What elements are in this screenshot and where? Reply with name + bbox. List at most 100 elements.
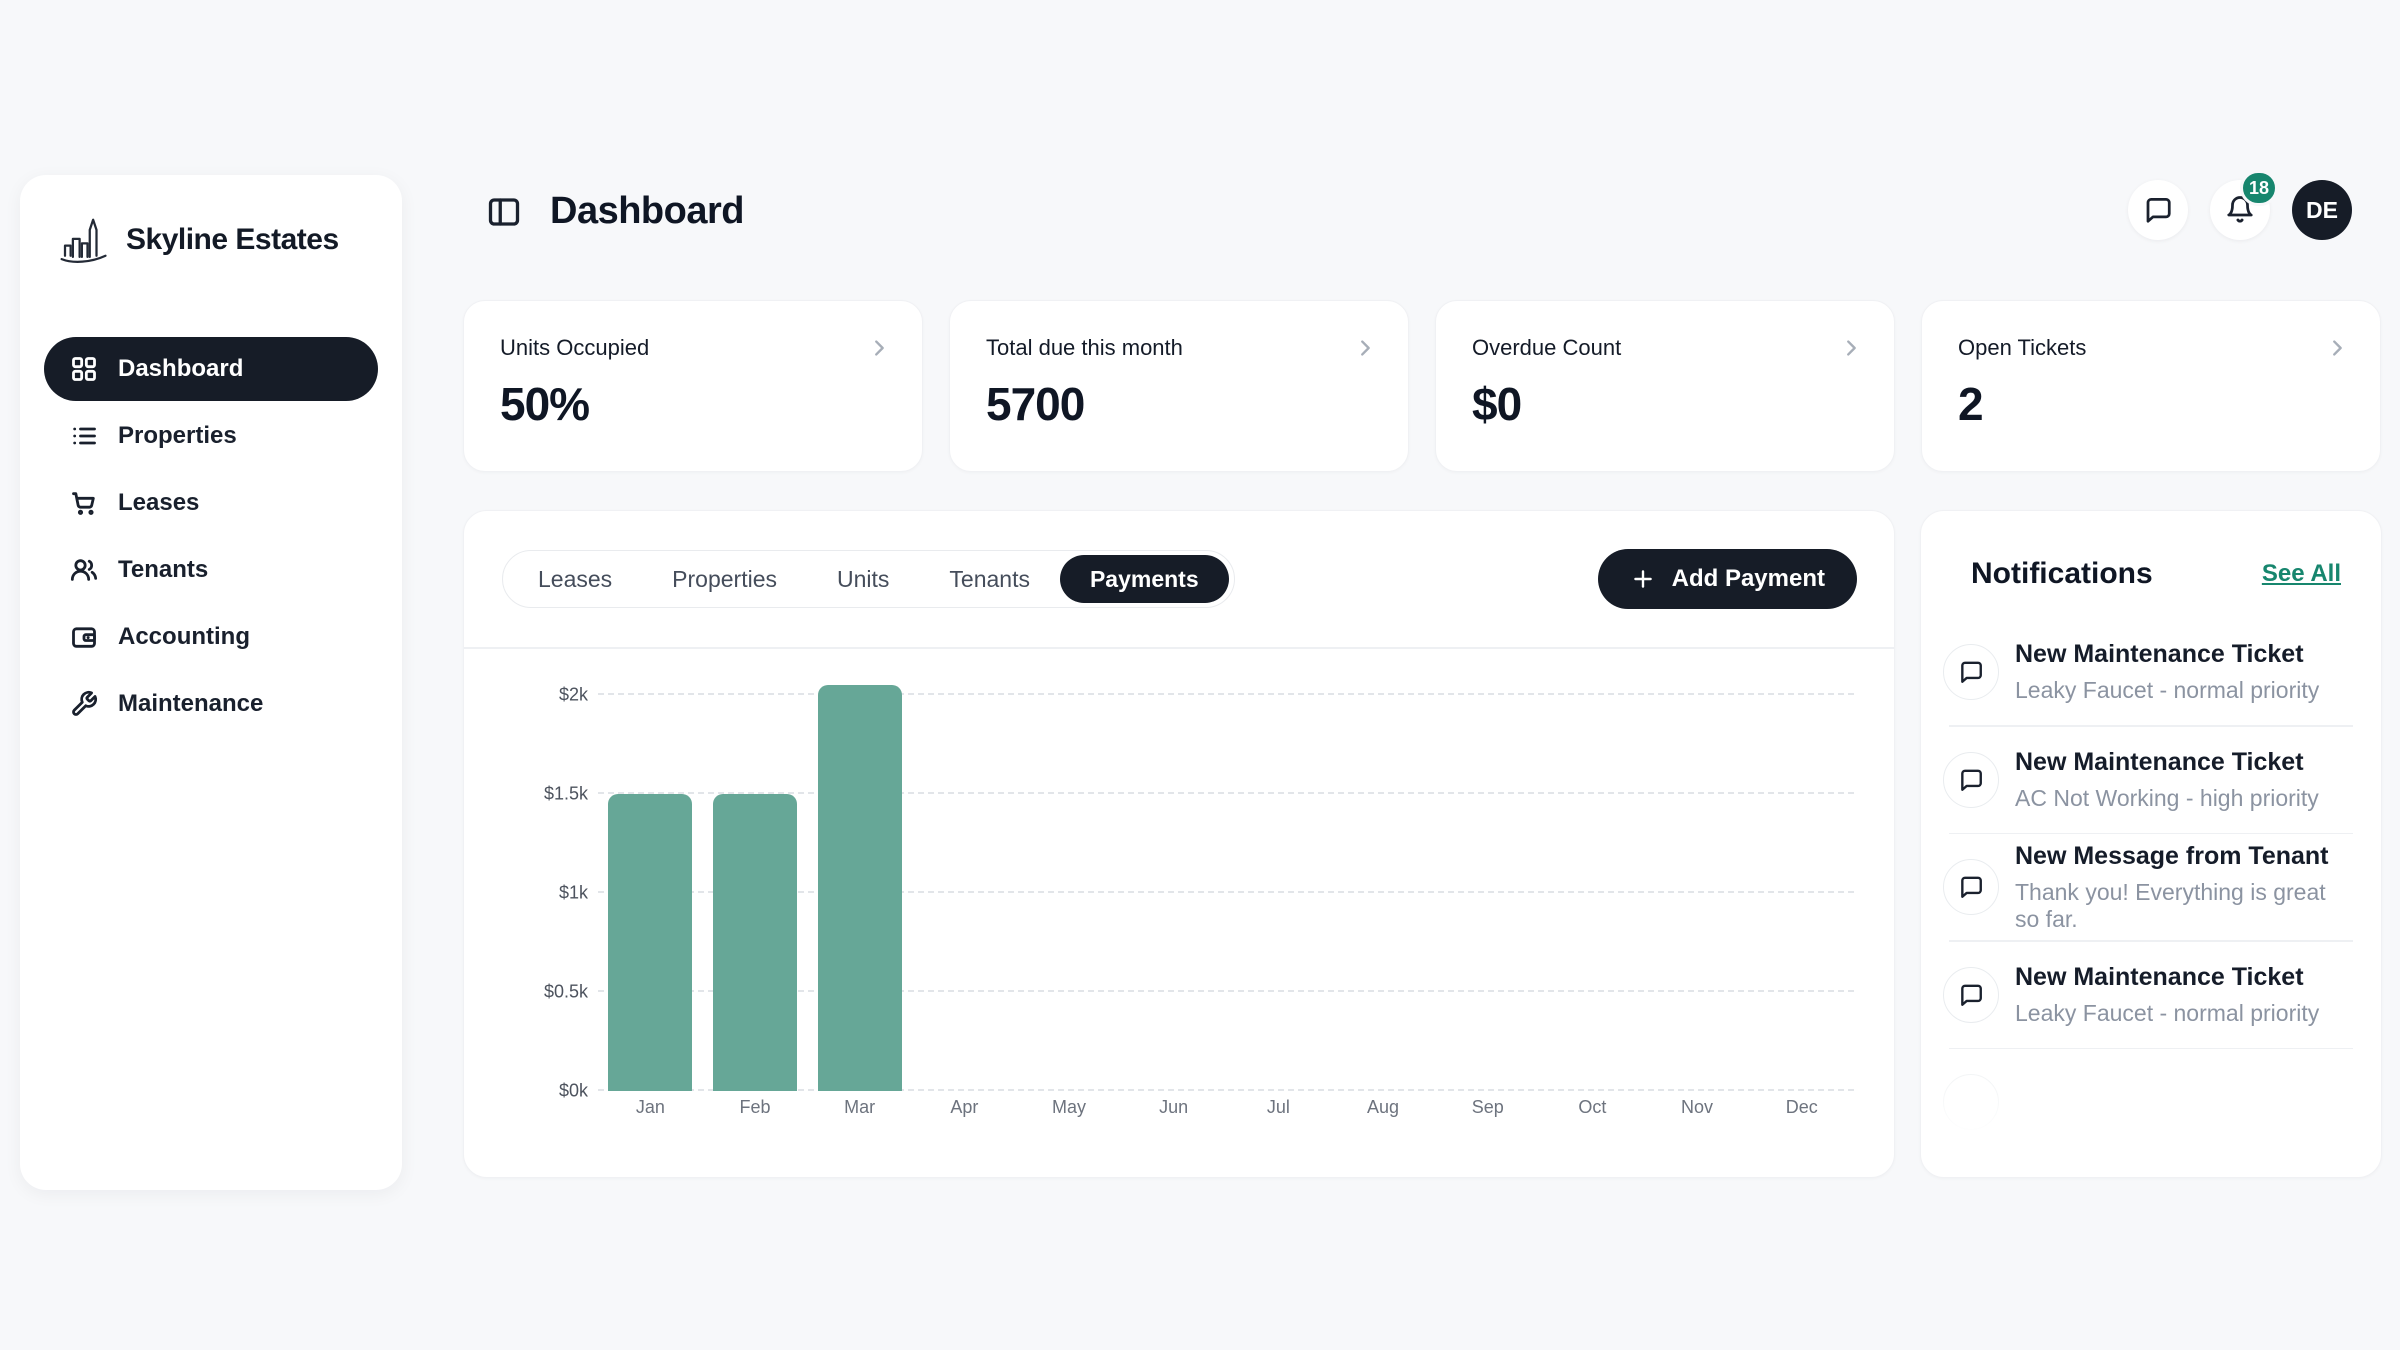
sidebar-item-tenants[interactable]: Tenants (44, 538, 378, 602)
sidebar-item-leases[interactable]: Leases (44, 471, 378, 535)
notification-subtitle: Leaky Faucet - normal priority (2015, 677, 2320, 703)
divider (1949, 832, 2353, 834)
x-tick-label: Oct (1578, 1097, 1607, 1117)
stat-card-units-occupied[interactable]: Units Occupied 50% (463, 300, 923, 472)
tab-payments[interactable]: Payments (1059, 555, 1229, 603)
chat-bubble-icon (1943, 859, 1999, 915)
stat-card-open-tickets[interactable]: Open Tickets 2 (1921, 300, 2381, 472)
cart-icon (70, 489, 98, 517)
x-tick-label: Jul (1266, 1097, 1290, 1117)
sidebar-item-accounting[interactable]: Accounting (44, 605, 378, 669)
chart-x-axis: Jan Feb Mar Apr May Jun Jul Aug Sep Oct Nov Dec (598, 1097, 1854, 1118)
x-tick-label: Jun (1159, 1097, 1189, 1117)
notification-item[interactable]: New Message from Tenant Thank you! Every… (1921, 834, 2381, 940)
stat-card-overdue-count[interactable]: Overdue Count $0 (1435, 300, 1895, 472)
chart-slot-mar (807, 661, 912, 1091)
users-icon (70, 556, 98, 584)
chart-y-axis: $0k $0.5k $1k $1.5k $2k (530, 661, 598, 1101)
gridline (598, 891, 1854, 893)
stat-label: Overdue Count (1472, 335, 1622, 360)
sidebar-toggle-button[interactable] (486, 194, 522, 230)
sidebar-nav: Dashboard Properties Leases (44, 337, 378, 736)
chart-slot-feb (703, 661, 808, 1091)
payments-bar-chart: $0k $0.5k $1k $1.5k $2k Jan Feb Mar Apr May Jun Ju… (530, 661, 1854, 1118)
sidebar-item-label: Leases (118, 489, 200, 516)
bar-mar[interactable] (817, 685, 902, 1091)
sidebar-item-maintenance[interactable]: Maintenance (44, 672, 378, 736)
stat-label: Total due this month (986, 335, 1183, 360)
notification-title: New Message from Tenant (2015, 841, 2329, 870)
x-tick-label: Feb (739, 1097, 771, 1117)
add-payment-button[interactable]: Add Payment (1597, 549, 1857, 609)
y-tick-label: $0.5k (543, 981, 588, 1002)
stat-value: $0 (1472, 378, 1522, 430)
brand: Skyline Estates (44, 213, 378, 267)
notifications-list: New Maintenance Ticket Leaky Faucet - no… (1921, 619, 2381, 1151)
notification-item-clipped (1921, 1049, 2381, 1151)
gridline (598, 1089, 1854, 1091)
y-tick-label: $0k (558, 1080, 588, 1101)
stat-value: 2 (1958, 378, 1984, 430)
y-tick-label: $1k (558, 882, 588, 903)
messages-button[interactable] (2128, 180, 2188, 240)
sidebar-item-label: Properties (118, 422, 237, 449)
x-tick-label: Sep (1471, 1097, 1504, 1117)
chart-slot-may (1017, 661, 1122, 1091)
tab-leases[interactable]: Leases (538, 565, 613, 592)
sidebar-item-label: Maintenance (118, 690, 264, 717)
bar-jan[interactable] (608, 794, 693, 1091)
skyline-logo-icon (56, 213, 110, 267)
x-tick-label: Apr (950, 1097, 979, 1117)
notification-title: New Maintenance Ticket (2015, 640, 2304, 668)
chart-slot-jun (1121, 661, 1226, 1091)
entity-tabs: Leases Properties Units Tenants Payments (502, 550, 1235, 608)
brand-title: Skyline Estates (126, 223, 339, 256)
stat-card-total-due[interactable]: Total due this month 5700 (949, 300, 1409, 472)
chart-slot-aug (1331, 661, 1436, 1091)
sidebar: Skyline Estates Dashboard Properties (20, 175, 402, 1190)
x-tick-label: Aug (1367, 1097, 1400, 1117)
x-tick-label: Nov (1681, 1097, 1714, 1117)
sidebar-item-dashboard[interactable]: Dashboard (44, 337, 378, 401)
payments-panel: Leases Properties Units Tenants Payments… (463, 510, 1895, 1178)
notification-subtitle: AC Not Working - high priority (2015, 784, 2319, 811)
chart-slot-nov (1645, 661, 1750, 1091)
tab-tenants[interactable]: Tenants (949, 565, 1030, 592)
tab-units[interactable]: Units (837, 565, 890, 592)
tab-properties[interactable]: Properties (672, 565, 777, 592)
x-tick-label: May (1052, 1097, 1087, 1117)
chart-slot-apr (912, 661, 1017, 1091)
notification-subtitle: Leaky Faucet - normal priority (2015, 999, 2320, 1026)
wallet-icon (70, 623, 98, 651)
wrench-icon (70, 690, 98, 718)
chevron-right-icon (1354, 337, 1376, 359)
user-avatar[interactable]: DE (2292, 180, 2352, 240)
chevron-right-icon (868, 337, 890, 359)
notification-item[interactable]: New Maintenance Ticket AC Not Working - … (1921, 727, 2381, 833)
chat-bubble-icon (1943, 751, 1999, 808)
notifications-title: Notifications (1971, 557, 2153, 590)
stat-label: Open Tickets (1958, 335, 2087, 360)
chat-bubble-icon (1943, 644, 1999, 700)
page-title: Dashboard (550, 190, 744, 232)
y-tick-label: $2k (558, 684, 588, 705)
notifications-button[interactable]: 18 (2210, 170, 2278, 240)
sidebar-item-properties[interactable]: Properties (44, 404, 378, 468)
notification-item[interactable]: New Maintenance Ticket Leaky Faucet - no… (1921, 619, 2381, 725)
stat-value: 50% (500, 378, 590, 430)
chat-bubble-icon (1943, 1074, 1999, 1130)
notification-count-badge: 18 (2239, 170, 2278, 206)
notification-item[interactable]: New Maintenance Ticket Leaky Faucet - no… (1921, 942, 2381, 1048)
bar-feb[interactable] (713, 794, 797, 1091)
chat-bubble-icon (1943, 966, 1999, 1023)
x-tick-label: Mar (844, 1097, 876, 1117)
add-payment-label: Add Payment (1671, 565, 1825, 592)
divider (1949, 1047, 2353, 1049)
chart-slot-dec (1749, 661, 1854, 1091)
stat-value: 5700 (986, 378, 1085, 430)
plus-icon (1630, 566, 1656, 592)
chevron-right-icon (2326, 337, 2348, 359)
stat-label: Units Occupied (500, 335, 650, 360)
sidebar-item-label: Dashboard (118, 355, 244, 382)
see-all-link[interactable]: See All (2261, 560, 2341, 587)
